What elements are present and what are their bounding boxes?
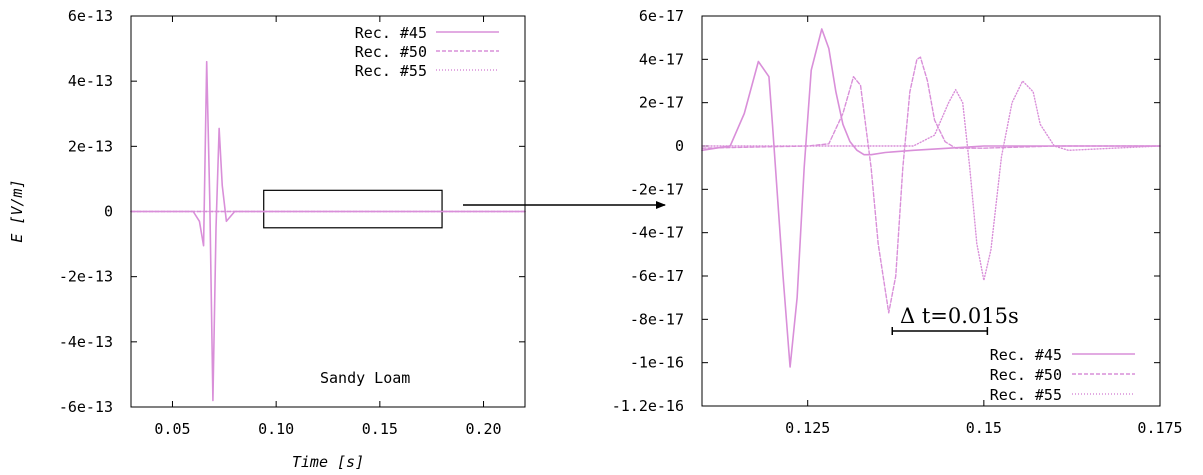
y-tick-label: -8e-17 [630, 310, 684, 328]
right-legend-label-50: Rec. #50 [990, 366, 1062, 384]
zoom-box-rect [263, 189, 443, 229]
x-tick-label: 0.175 [1137, 419, 1182, 437]
right-y-tick-labels: -1.2e-16 -1e-16 -8e-17 -6e-17 -4e-17 -2e-17 0 2… [612, 7, 684, 415]
x-tick-label: 0.15 [362, 420, 398, 438]
y-tick-label: 4e-13 [68, 72, 113, 90]
y-tick-label: -6e-17 [630, 267, 684, 285]
x-tick-label: 0.05 [154, 420, 190, 438]
left-panel-annotation: Sandy Loam [320, 369, 410, 387]
series-line-rec45 [701, 28, 1161, 368]
y-tick-label: 0 [675, 137, 684, 155]
right-chart: 0.125 0.15 0.175 -1.2e-16 -1e-16 -8e-17 -6e-1… [612, 7, 1183, 437]
y-tick-label: 6e-17 [639, 7, 684, 25]
delta-t-annotation: Δ t=0.015s [900, 304, 1019, 328]
y-tick-label: -2e-17 [630, 180, 684, 198]
left-legend-label-45: Rec. #45 [355, 24, 427, 42]
left-x-axis-label: Time [s] [292, 453, 364, 471]
right-legend-label-55: Rec. #55 [990, 386, 1062, 404]
right-legend-label-45: Rec. #45 [990, 346, 1062, 364]
y-tick-label: 6e-13 [68, 7, 113, 25]
right-series-group [701, 28, 1161, 368]
x-tick-label: 0.125 [785, 419, 830, 437]
right-legend: Rec. #45 Rec. #50 Rec. #55 [990, 346, 1135, 404]
right-x-tick-labels: 0.125 0.15 0.175 [785, 419, 1182, 437]
left-legend: Rec. #45 Rec. #50 Rec. #55 [355, 24, 499, 80]
y-tick-label: 0 [104, 203, 113, 221]
y-tick-label: 2e-13 [68, 137, 113, 155]
left-y-axis-label: E [V/m] [8, 179, 26, 242]
left-y-tick-labels: -6e-13 -4e-13 -2e-13 0 2e-13 4e-13 6e-13 [59, 7, 113, 416]
y-tick-label: -6e-13 [59, 398, 113, 416]
left-plot-frame [130, 15, 526, 408]
x-tick-label: 0.15 [966, 419, 1002, 437]
left-series-group [130, 60, 526, 402]
left-legend-label-50: Rec. #50 [355, 43, 427, 61]
y-tick-label: -4e-13 [59, 333, 113, 351]
left-chart: 0.05 0.10 0.15 0.20 -6e-13 -4e-13 -2e-13 0 2e-1… [8, 7, 526, 471]
left-x-tick-labels: 0.05 0.10 0.15 0.20 [154, 420, 501, 438]
delta-t-interval [891, 327, 989, 335]
zoom-box [263, 189, 443, 229]
x-tick-label: 0.20 [465, 420, 501, 438]
y-tick-label: -1.2e-16 [612, 397, 684, 415]
left-legend-label-55: Rec. #55 [355, 62, 427, 80]
x-tick-label: 0.10 [258, 420, 294, 438]
y-tick-label: 4e-17 [639, 50, 684, 68]
right-plot-frame [701, 15, 1161, 407]
right-tick-marks [702, 15, 1161, 407]
y-tick-label: -1e-16 [630, 354, 684, 372]
series-line-rec55 [701, 80, 1161, 282]
series-line-rec50 [701, 56, 1161, 314]
y-tick-label: -2e-13 [59, 268, 113, 286]
series-line-rec45 [130, 60, 526, 402]
y-tick-label: 2e-17 [639, 94, 684, 112]
y-tick-label: -4e-17 [630, 224, 684, 242]
